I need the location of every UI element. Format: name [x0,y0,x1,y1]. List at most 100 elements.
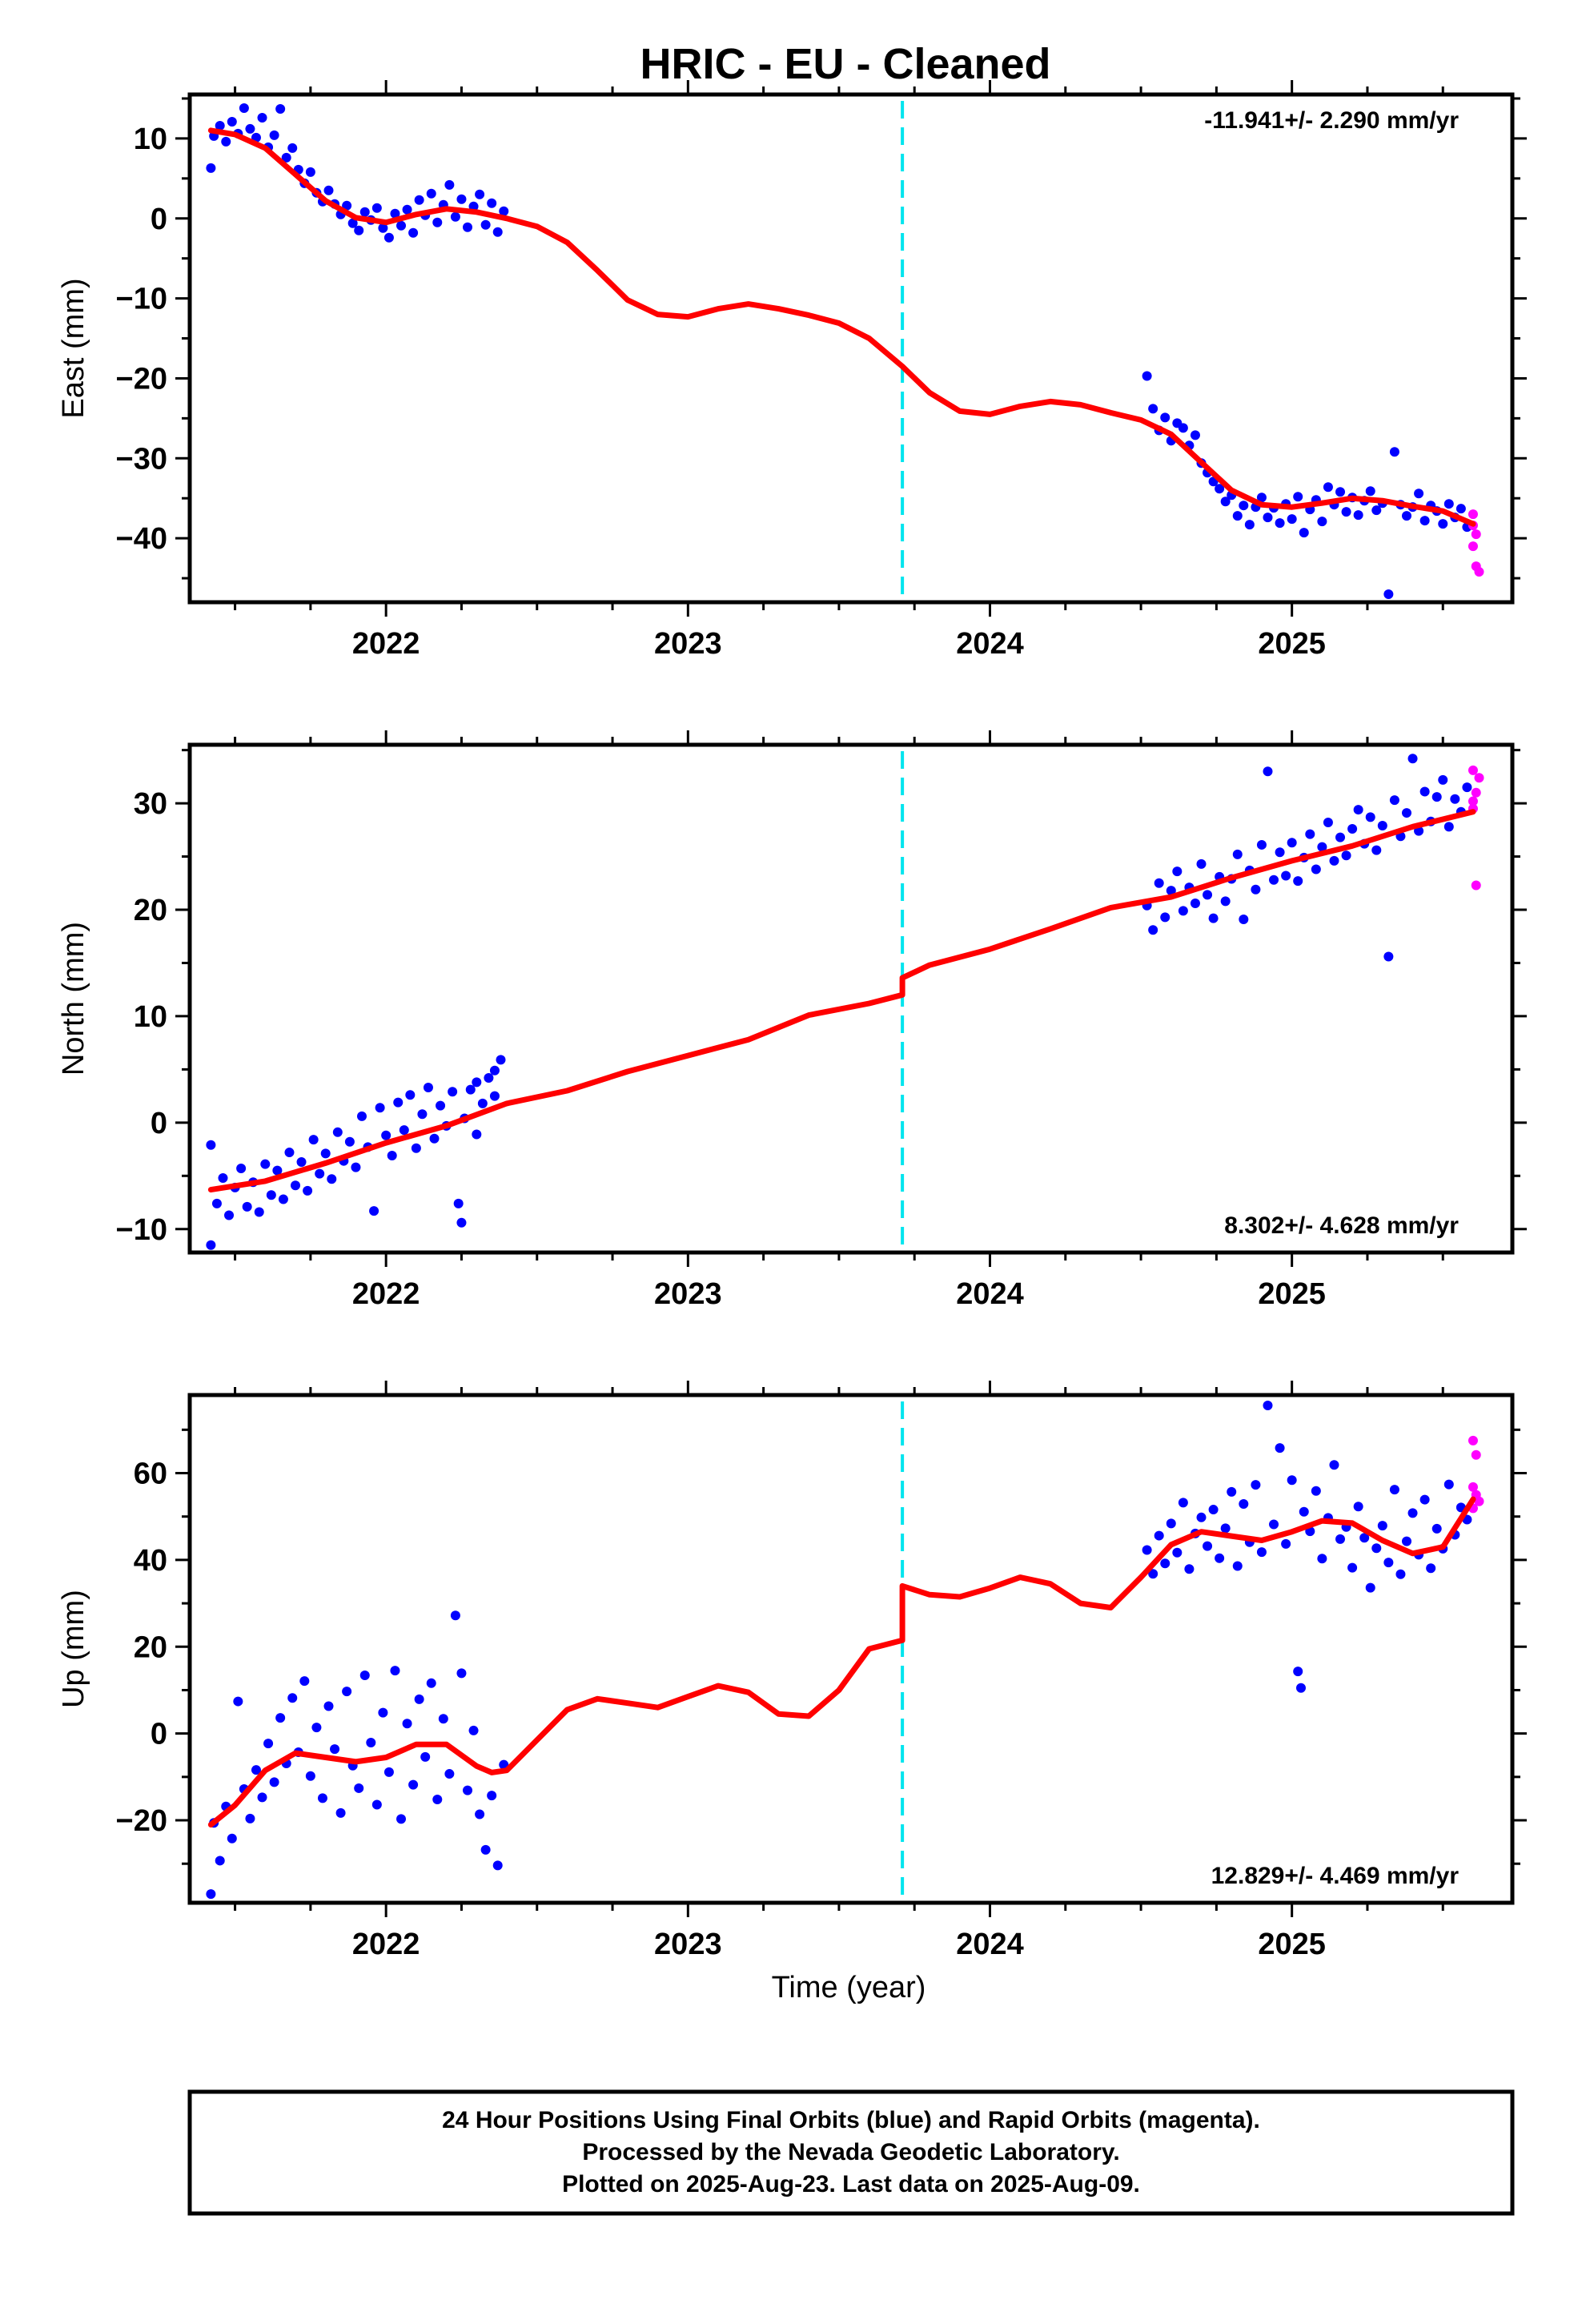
east-final-orbit-point [480,219,491,230]
east-final-orbit-point [354,225,364,235]
north-y-tick-label: 20 [134,894,167,927]
up-y-axis-label: Up (mm) [57,1590,90,1708]
east-rapid-orbit-point [1471,529,1481,540]
north-final-orbit-point [484,1073,494,1084]
north-final-orbit-point [1275,847,1285,858]
up-final-orbit-point [1256,1547,1267,1558]
up-final-orbit-point [438,1714,448,1724]
east-final-orbit-point [371,203,382,213]
north-final-orbit-point [465,1084,476,1095]
east-final-orbit-point [450,211,460,222]
east-x-tick-label: 2024 [956,627,1024,661]
up-final-orbit-point [1383,1558,1394,1568]
up-final-orbit-point [275,1713,286,1723]
east-final-orbit-point [1353,510,1363,521]
up-final-orbit-point [1317,1554,1327,1564]
up-final-orbit-point [299,1676,310,1687]
up-y-tick-label: 40 [134,1544,167,1578]
east-final-orbit-point [275,103,286,114]
east-final-orbit-point [1239,501,1249,511]
north-final-orbit-point [332,1127,343,1137]
north-final-orbit-point [1329,855,1339,866]
up-panel: 2022 2023 2024 2025 60 40 20 0 −20 Up (mm) 12.829+… [57,1381,1527,1961]
up-final-orbit-point [1443,1479,1454,1490]
east-final-orbit-point [414,195,424,205]
up-final-orbit-point [263,1739,274,1749]
up-y-tick-label: 20 [134,1630,167,1664]
up-final-orbit-point [227,1833,237,1844]
up-final-orbit-point [1208,1505,1219,1515]
north-velocity-label: 8.302+/- 4.628 mm/yr [1224,1212,1459,1239]
north-final-orbit-point [254,1207,264,1217]
up-final-orbit-point [1407,1508,1418,1518]
north-final-orbit-point [1431,792,1442,802]
north-final-orbit-point [1196,858,1207,869]
up-final-orbit-point [1287,1475,1297,1486]
north-final-orbit-point [1154,878,1164,888]
up-final-orbit-point [1389,1485,1399,1495]
east-final-orbit-point [1401,511,1411,521]
north-final-orbit-point [1389,795,1399,806]
east-final-orbit-point [342,200,352,211]
north-final-orbit-point [1148,925,1158,935]
north-final-orbit-point [278,1194,288,1204]
east-final-orbit-point [499,206,509,216]
north-final-orbit-point [242,1201,252,1212]
up-final-orbit-point [383,1767,394,1777]
east-final-orbit-point [444,179,455,190]
north-final-orbit-point [303,1185,313,1196]
east-final-orbit-point [396,220,407,231]
up-y-tick-label: 0 [151,1718,167,1751]
up-final-orbit-point [1172,1547,1182,1558]
north-final-orbit-point [308,1135,319,1145]
up-final-orbit-point [487,1791,497,1801]
north-final-orbit-point [1256,839,1267,850]
up-final-orbit-point [1426,1563,1436,1574]
north-final-orbit-point [211,1198,222,1208]
east-rapid-orbit-point [1468,509,1478,520]
north-final-orbit-point [1172,866,1182,877]
north-final-orbit-point [1450,794,1460,804]
east-final-orbit-point [1341,507,1351,517]
north-final-orbit-point [1419,786,1430,797]
up-final-orbit-point [330,1744,340,1755]
east-y-tick-label: −10 [116,283,167,316]
east-final-orbit-point [1275,518,1285,529]
up-plot-frame [187,1393,1515,1905]
up-final-orbit-point [245,1813,255,1823]
east-final-orbit-point [487,198,497,208]
east-final-orbit-point [269,130,279,140]
east-final-orbit-point [1244,520,1255,530]
north-final-orbit-point [1287,838,1297,848]
up-final-orbit-point [426,1678,436,1688]
east-final-orbit-point [402,204,412,215]
north-final-orbit-point [351,1162,361,1172]
north-final-orbit-point [429,1133,440,1144]
north-final-orbit-point [1190,899,1200,909]
up-final-orbit-point [1239,1499,1249,1510]
north-final-orbit-point [1383,951,1394,962]
north-final-orbit-point [206,1140,216,1150]
up-final-orbit-point [1148,1569,1158,1579]
up-final-orbit-point [475,1809,485,1819]
east-final-orbit-point [1383,589,1394,600]
north-final-orbit-point [369,1206,379,1216]
north-final-orbit-point [1335,832,1346,842]
north-final-orbit-point [320,1148,331,1159]
north-final-orbit-point [1311,864,1321,875]
up-final-orbit-point [414,1694,424,1704]
x-axis-label: Time (year) [772,1971,926,2004]
east-final-orbit-point [323,185,334,195]
north-final-orbit-point [1462,782,1472,793]
east-final-orbit-point [1335,487,1346,497]
footer-line-3: Plotted on 2025-Aug-23. Last data on 202… [562,2171,1140,2197]
up-x-tick-label: 2023 [654,1928,722,1961]
east-final-orbit-point [206,163,216,173]
north-final-orbit-point [1317,842,1327,852]
up-final-orbit-point [1142,1545,1152,1555]
east-final-orbit-point [1220,497,1231,507]
north-final-orbit-point [399,1125,409,1136]
north-final-orbit-point [344,1136,355,1147]
up-final-orbit-point [1166,1518,1176,1529]
up-final-orbit-point [1371,1543,1382,1554]
